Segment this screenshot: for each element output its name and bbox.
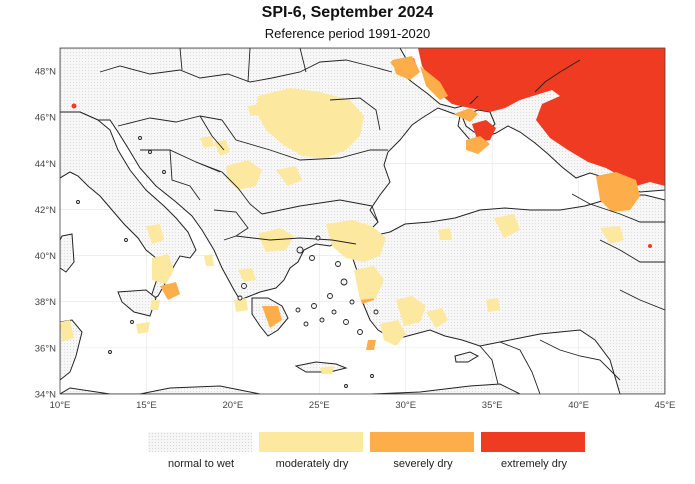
legend-label: normal to wet	[167, 458, 235, 470]
lon-tick-label: 20°E	[223, 400, 244, 411]
lon-tick-label: 15°E	[136, 400, 157, 411]
lat-tick-label: 38°N	[35, 297, 56, 308]
drought-moderate	[60, 88, 624, 374]
legend-swatch-extreme	[481, 432, 585, 452]
land-libya-egypt	[60, 385, 261, 394]
legend-swatch-moderate	[259, 432, 363, 452]
lon-tick-label: 10°E	[50, 400, 71, 411]
legend-item-severe: severely dry	[370, 432, 476, 470]
legend-label: severely dry	[393, 458, 453, 470]
lat-tick-label: 34°N	[35, 390, 56, 401]
lat-tick-label: 36°N	[35, 343, 56, 354]
lat-tick-label: 46°N	[35, 113, 56, 124]
legend-label: extremely dry	[500, 458, 568, 470]
lon-tick-label: 35°E	[482, 400, 503, 411]
lon-tick-label: 40°E	[568, 400, 589, 411]
latitude-axis: 34°N 36°N 38°N 40°N 42°N 44°N 46°N 48°N	[35, 67, 56, 401]
plot-frame	[59, 47, 666, 395]
lat-tick-label: 48°N	[35, 67, 56, 78]
lat-tick-label: 40°N	[35, 251, 56, 262]
land-egypt	[371, 383, 521, 394]
land-sicily	[117, 289, 157, 317]
legend-item-extreme: extremely dry	[481, 432, 587, 470]
longitude-axis: 10°E 15°E 20°E 25°E 30°E 35°E 40°E 45°E	[50, 400, 676, 411]
spi-map: 10°E 15°E 20°E 25°E 30°E 35°E 40°E 45°E 34°N 36°…	[35, 47, 676, 411]
lat-tick-label: 44°N	[35, 159, 56, 170]
map-title: SPI-6, September 2024	[261, 4, 434, 21]
land-turkey	[351, 194, 665, 394]
land-sardinia	[60, 233, 75, 273]
lon-tick-label: 25°E	[309, 400, 330, 411]
lat-tick-label: 42°N	[35, 205, 56, 216]
lon-tick-label: 30°E	[395, 400, 416, 411]
country-borders	[99, 48, 665, 394]
islands	[76, 136, 379, 388]
land-cyprus	[454, 351, 480, 363]
lon-tick-label: 45°E	[655, 400, 676, 411]
legend-label: moderately dry	[275, 458, 349, 470]
land-crete	[294, 361, 348, 373]
legend-swatch-normal	[148, 432, 252, 452]
legend-item-moderate: moderately dry	[259, 432, 365, 470]
land	[60, 48, 665, 394]
legend-item-normal: normal to wet	[148, 432, 254, 470]
map-subtitle: Reference period 1991-2020	[264, 26, 431, 41]
legend: normal to wet moderately dry severely dr…	[148, 432, 598, 478]
legend-swatch-severe	[370, 432, 474, 452]
